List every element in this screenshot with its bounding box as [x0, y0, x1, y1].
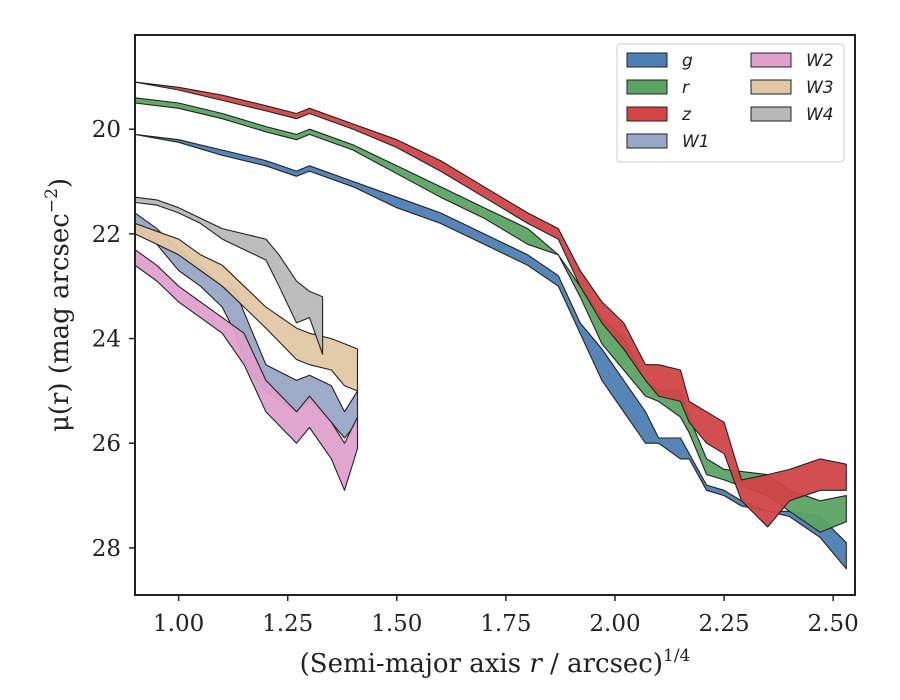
x-tick-label: 2.00: [589, 611, 640, 637]
legend-label-g: g: [682, 51, 693, 71]
y-tick-label: 26: [92, 431, 121, 457]
band-w2: [134, 249, 359, 491]
plot-frame: [134, 34, 856, 596]
legend-box: [616, 43, 845, 163]
legend-swatch-w2: [750, 52, 792, 68]
x-tick-label: 1.25: [262, 611, 313, 637]
legend: grz W1 W2 W3 W4: [616, 43, 845, 163]
y-tick-label: 22: [92, 222, 121, 248]
x-tick-label: 1.50: [371, 611, 422, 637]
legend-label-w4: W4: [806, 105, 834, 125]
legend-swatch-w4: [750, 106, 792, 122]
legend-swatch-g: [626, 52, 668, 68]
legend-swatch-w1: [626, 133, 668, 149]
legend-label-w3: W3: [806, 78, 834, 98]
band-g: [134, 133, 847, 570]
legend-swatch-w3: [750, 79, 792, 95]
band-w4: [134, 196, 324, 355]
band-w3: [134, 222, 359, 392]
x-tick-label: 1.75: [480, 611, 531, 637]
y-axis-ticks: 20 22 24 26 28: [92, 117, 135, 562]
y-tick-label: 24: [92, 327, 121, 353]
legend-label-r: r: [682, 78, 690, 98]
y-tick-label: 20: [92, 117, 121, 143]
y-axis-label: μ(r) (mag arcsec−2): [42, 178, 75, 432]
series-bands: [134, 81, 847, 570]
x-axis-label: (Semi-major axis r / arcsec)1/4: [300, 646, 691, 679]
legend-swatch-r: [626, 79, 668, 95]
legend-label-w1: W1: [682, 132, 710, 152]
legend-label-z: z: [681, 105, 692, 125]
legend-swatch-z: [626, 106, 668, 122]
x-tick-label: 1.00: [153, 611, 204, 637]
x-axis-ticks: 1.00 1.25 1.50 1.75 2.00 2.25 2.50: [153, 595, 859, 637]
x-tick-label: 2.25: [698, 611, 749, 637]
y-tick-label: 28: [92, 536, 121, 562]
x-tick-label: 2.50: [808, 611, 859, 637]
legend-label-w2: W2: [806, 51, 834, 71]
band-z: [134, 81, 847, 528]
